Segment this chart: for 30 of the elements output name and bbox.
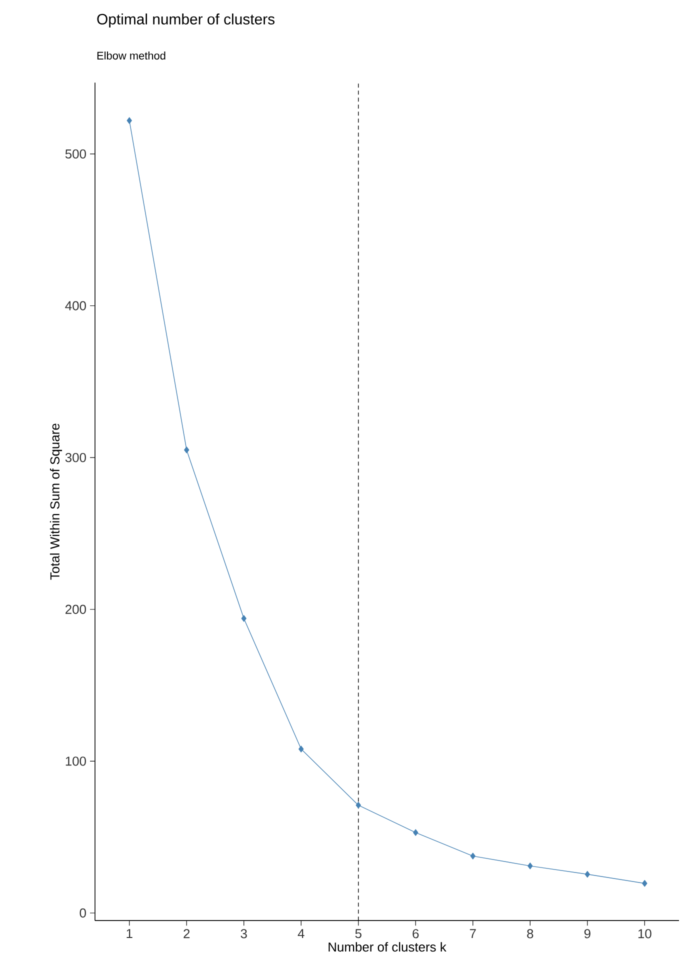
x-tick-label: 5 [355, 929, 362, 938]
x-tick-label: 1 [126, 929, 132, 938]
x-tick-label: 4 [298, 929, 304, 938]
y-tick-label: 200 [66, 604, 86, 614]
y-tick-label: 300 [65, 452, 86, 462]
x-tick-label: 8 [527, 929, 534, 938]
x-tick-label: 7 [470, 929, 476, 938]
x-tick-label: 3 [240, 929, 247, 938]
y-axis-title: Total Within Sum of Square [50, 424, 62, 580]
point [241, 615, 246, 622]
x-tick-label: 9 [584, 929, 590, 938]
point [584, 870, 590, 878]
y-tick-label: 500 [65, 149, 86, 159]
y-tick-label: 400 [65, 301, 86, 310]
point [298, 746, 304, 752]
chart-subtitle: Elbow method [97, 52, 166, 60]
point [413, 829, 418, 836]
y-tick-label: 100 [66, 756, 86, 766]
x-tick-label: 2 [184, 929, 190, 938]
chart-title: Optimal number of clusters [97, 14, 275, 28]
point [470, 852, 476, 860]
x-axis-title: Number of clusters k [328, 942, 446, 952]
point [356, 802, 361, 809]
point [126, 117, 132, 124]
point [642, 880, 648, 887]
x-tick-label: 6 [412, 929, 419, 938]
y-tick-label: 0 [80, 908, 86, 918]
point [184, 446, 190, 454]
x-tick-label: 10 [638, 929, 652, 938]
point [528, 862, 533, 870]
